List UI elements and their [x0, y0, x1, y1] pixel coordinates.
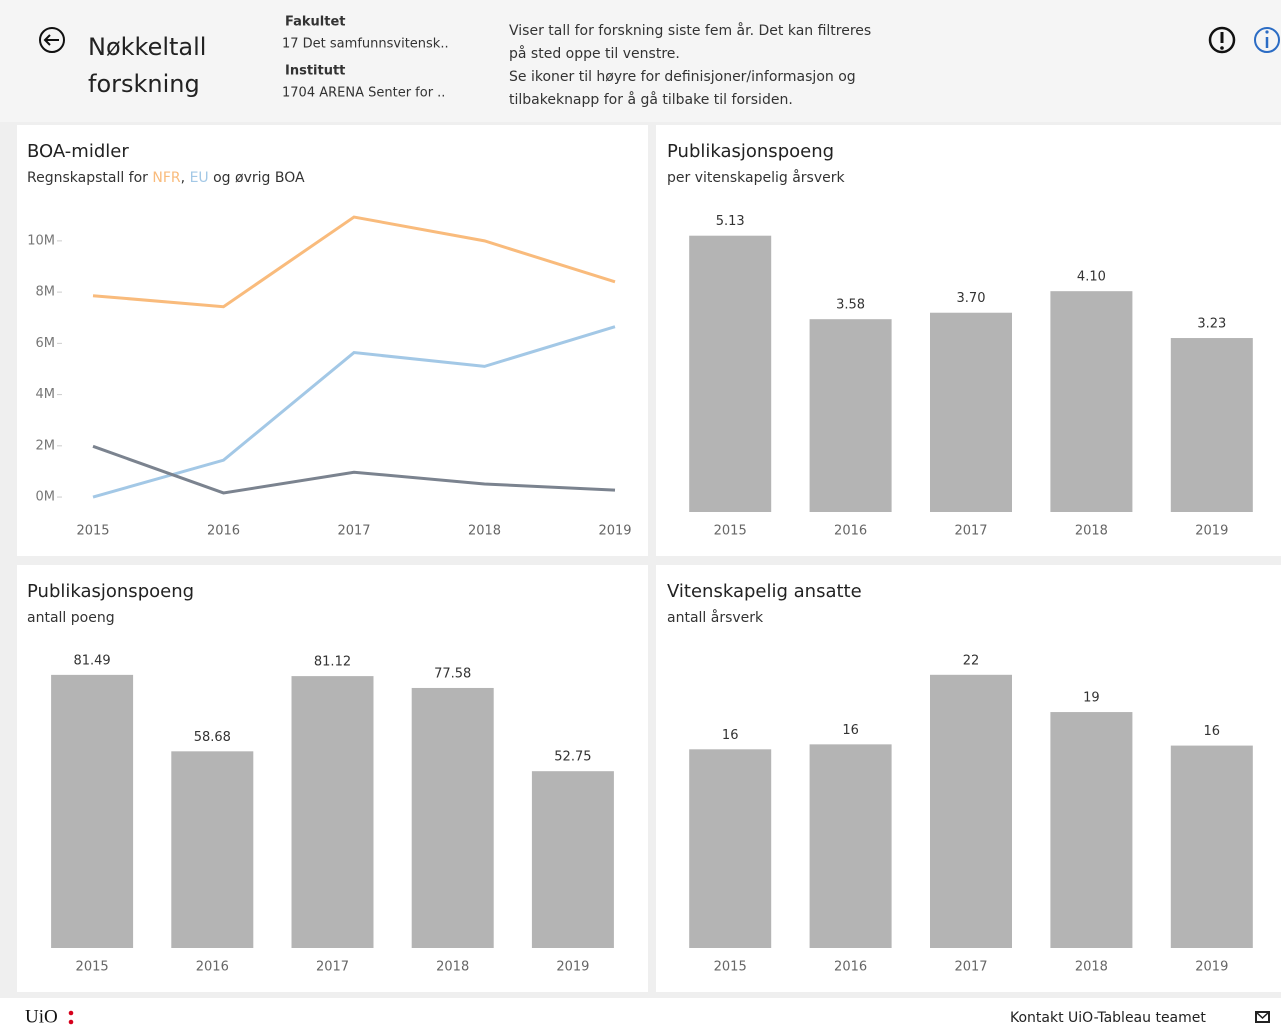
value-label: 77.58 — [434, 666, 471, 681]
x-tick-label: 2015 — [714, 524, 747, 539]
x-tick-label: 2016 — [196, 960, 229, 975]
x-tick-label: 2019 — [1195, 960, 1228, 975]
bar — [1050, 712, 1133, 948]
x-tick-label: 2015 — [76, 960, 109, 975]
bar — [1050, 291, 1133, 512]
x-tick-label: 2018 — [468, 524, 501, 539]
chart-title: BOA-midler — [27, 141, 129, 162]
page-title: Nøkkeltall forskning — [88, 33, 206, 98]
y-tick-label: 10M — [27, 233, 55, 248]
logo-dot — [68, 1010, 74, 1016]
bar — [1170, 338, 1253, 512]
x-tick-label: 2017 — [316, 960, 349, 975]
panel — [17, 125, 648, 556]
back-button[interactable] — [39, 27, 65, 53]
filter-label: Fakultet — [285, 15, 346, 30]
value-label: 58.68 — [194, 730, 231, 745]
bar — [531, 771, 614, 948]
subtitle-part: NFR — [152, 170, 181, 186]
line-series — [92, 444, 616, 495]
header-bg — [0, 0, 1281, 122]
subtitle-part: , — [181, 170, 185, 186]
value-label: 81.12 — [314, 655, 351, 670]
x-tick-label: 2017 — [954, 960, 987, 975]
y-tick-label: 2M — [36, 438, 56, 453]
value-label: 5.13 — [716, 214, 745, 229]
x-tick-label: 2016 — [834, 960, 867, 975]
value-label: 4.10 — [1077, 270, 1106, 285]
footer-bg — [0, 998, 1281, 1030]
x-tick-label: 2016 — [834, 524, 867, 539]
x-tick-label: 2016 — [207, 524, 240, 539]
bar — [689, 749, 772, 948]
x-tick-label: 2017 — [954, 524, 987, 539]
value-label: 19 — [1083, 691, 1100, 706]
y-tick-label: 0M — [36, 490, 56, 505]
description-line: Viser tall for forskning siste fem år. D… — [509, 22, 871, 39]
value-label: 22 — [963, 653, 980, 668]
chart-subtitle: antall årsverk — [667, 609, 764, 626]
line-series — [92, 215, 616, 309]
bar — [689, 235, 772, 512]
y-tick-label: 6M — [36, 336, 56, 351]
subtitle-part: og — [213, 170, 230, 186]
bar — [930, 312, 1012, 512]
subtitle-part: EU — [190, 170, 209, 186]
value-label: 81.49 — [73, 653, 110, 668]
contact-link[interactable]: Kontakt UiO-Tableau teamet — [1010, 1010, 1206, 1026]
info-icon[interactable] — [1254, 27, 1280, 53]
chart-title: Vitenskapelig ansatte — [667, 581, 862, 602]
y-tick-label: 8M — [36, 285, 56, 300]
x-tick-label: 2018 — [1075, 524, 1108, 539]
value-label: 16 — [842, 723, 859, 738]
value-label: 16 — [722, 728, 739, 743]
value-label: 3.23 — [1197, 317, 1226, 332]
bar — [291, 676, 374, 948]
value-label: 3.58 — [836, 298, 865, 313]
x-tick-label: 2019 — [598, 524, 631, 539]
x-tick-label: 2019 — [1195, 524, 1228, 539]
bar — [411, 687, 494, 948]
line-series — [92, 325, 616, 499]
x-tick-label: 2019 — [556, 960, 589, 975]
value-label: 3.70 — [957, 291, 986, 306]
subtitle-part: Regnskapstall for — [27, 170, 148, 186]
bar — [171, 751, 254, 948]
logo-dot — [68, 1019, 74, 1025]
bar — [809, 744, 892, 948]
description-line: Se ikoner til høyre for definisjoner/inf… — [509, 69, 856, 85]
x-tick-label: 2017 — [337, 524, 370, 539]
chart-title: Publikasjonspoeng — [27, 581, 194, 602]
definitions-icon[interactable] — [1208, 26, 1236, 54]
mail-icon[interactable] — [1255, 1011, 1270, 1023]
filter-value[interactable]: 17 Det samfunnsvitensk.. — [282, 37, 449, 52]
y-tick-label: 4M — [36, 387, 56, 402]
x-tick-label: 2018 — [436, 960, 469, 975]
description-line: tilbakeknapp for å gå tilbake til forsid… — [509, 91, 793, 108]
bar — [809, 319, 892, 512]
description-line: på sted oppe til venstre. — [509, 45, 680, 62]
x-tick-label: 2015 — [714, 960, 747, 975]
subtitle-part: øvrig BOA — [235, 170, 305, 186]
filter-value[interactable]: 1704 ARENA Senter for .. — [282, 86, 445, 101]
filter-label: Institutt — [285, 64, 345, 79]
bar — [1170, 745, 1253, 948]
bar — [930, 674, 1012, 948]
chart-subtitle: Regnskapstall for NFR, EU og øvrig BOA — [27, 170, 305, 186]
chart-subtitle: per vitenskapelig årsverk — [667, 169, 845, 186]
chart-subtitle: antall poeng — [27, 610, 115, 626]
value-label: 16 — [1204, 724, 1221, 739]
bar — [51, 674, 134, 948]
x-tick-label: 2015 — [76, 524, 109, 539]
value-label: 52.75 — [554, 750, 591, 765]
chart-title: Publikasjonspoeng — [667, 141, 834, 162]
logo: UiO — [25, 1006, 58, 1027]
x-tick-label: 2018 — [1075, 960, 1108, 975]
